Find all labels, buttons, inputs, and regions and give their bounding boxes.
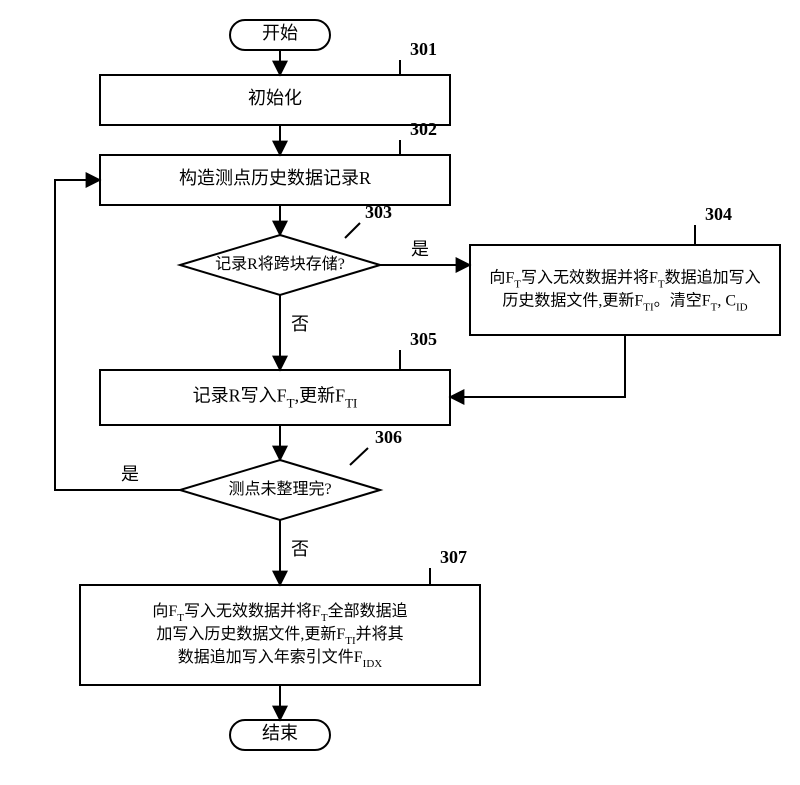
svg-text:构造测点历史数据记录R: 构造测点历史数据记录R (179, 168, 371, 188)
node-n302: 构造测点历史数据记录R (100, 155, 450, 205)
node-n306: 测点未整理完? (180, 460, 380, 520)
step-number: 303 (365, 202, 392, 222)
svg-text:初始化: 初始化 (248, 88, 302, 108)
label-leader (350, 448, 368, 465)
edge-label: 是 (121, 464, 139, 484)
svg-text:记录R将跨块存储?: 记录R将跨块存储? (215, 255, 345, 273)
flowchart: 开始初始化构造测点历史数据记录R 记录R将跨块存储? 向FT写入无效数据并将FT数据… (0, 0, 800, 780)
svg-text:测点未整理完?: 测点未整理完? (228, 480, 331, 498)
node-start: 开始 (230, 20, 330, 50)
node-n301: 初始化 (100, 75, 450, 125)
step-number: 307 (440, 547, 467, 567)
edge-label: 否 (291, 539, 309, 559)
edge-label: 否 (291, 314, 309, 334)
node-n307: 向FT写入无效数据并将FT全部数据追加写入历史数据文件,更新FTI并将其数据追加… (80, 585, 480, 685)
node-n304: 向FT写入无效数据并将FT数据追加写入历史数据文件,更新FTI。清空FT, CI… (470, 245, 780, 335)
label-leader (345, 223, 360, 238)
step-number: 306 (375, 427, 402, 447)
node-end: 结束 (230, 720, 330, 750)
edge (450, 335, 625, 397)
svg-text:结束: 结束 (262, 723, 298, 743)
step-number: 301 (410, 39, 437, 59)
step-number: 302 (410, 119, 437, 139)
node-n305: 记录R写入FT,更新FTI (100, 370, 450, 425)
node-n303: 记录R将跨块存储? (180, 235, 380, 295)
edge-label: 是 (411, 239, 429, 259)
step-number: 305 (410, 329, 437, 349)
step-number: 304 (705, 204, 732, 224)
svg-text:开始: 开始 (262, 23, 298, 43)
edge (55, 180, 180, 490)
